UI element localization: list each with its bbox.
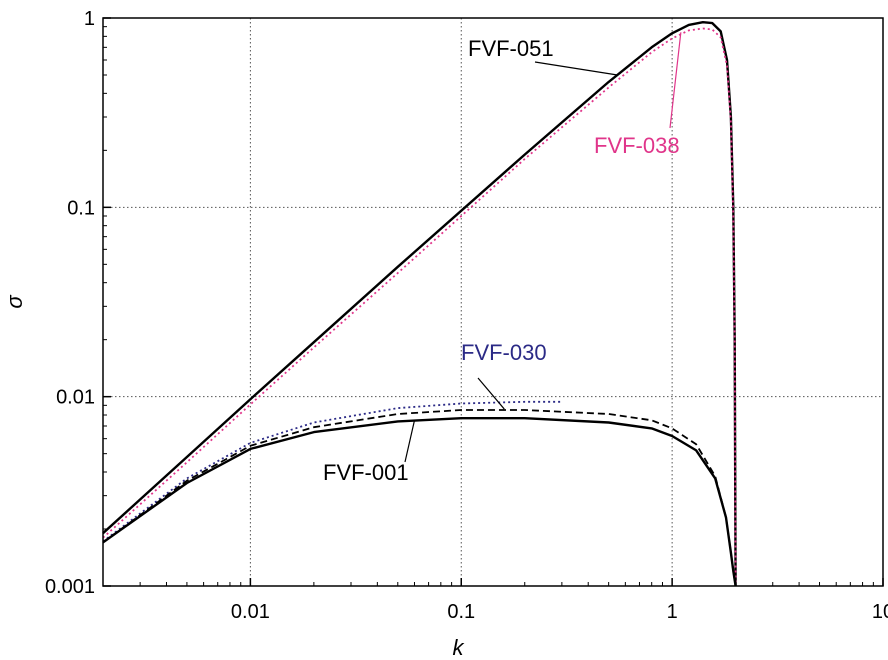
leader-fvf-051 (534, 61, 618, 76)
annotation-fvf-038: FVF-038 (594, 133, 680, 158)
series-line-fvf-051 (102, 21, 737, 587)
plot-frame (102, 17, 884, 587)
series-line-unlabeled-3 (102, 409, 737, 587)
leader-fvf-030 (477, 377, 505, 410)
x-tick-label: 0.01 (231, 601, 270, 623)
leader-fvf-001 (404, 420, 416, 463)
x-tick-label: 0.1 (447, 601, 475, 623)
x-axis-title: k (453, 635, 465, 660)
y-tick-label: 0.001 (45, 576, 95, 598)
y-tick-label: 0.1 (67, 197, 95, 219)
annotation-fvf-030: FVF-030 (461, 340, 547, 365)
y-axis-title: σ (2, 295, 27, 309)
annotation-fvf-051: FVF-051 (468, 36, 554, 61)
annotation-leaders (404, 32, 682, 463)
x-tick-label: 1 (667, 601, 678, 623)
series-line-fvf-030 (102, 400, 562, 543)
y-tick-label: 1 (84, 8, 95, 30)
x-tick-label: 10 (872, 601, 888, 623)
y-tick-label: 0.01 (56, 387, 95, 409)
series-line-fvf-038 (102, 27, 737, 587)
series-layer (102, 21, 737, 587)
ticks: 0.01 0.1 1 10 0.001 0.01 0.1 1 (45, 8, 888, 623)
series-line-fvf-001 (102, 417, 737, 587)
leader-fvf-038 (669, 32, 682, 129)
grid (103, 18, 883, 586)
annotation-fvf-001: FVF-001 (323, 460, 409, 485)
